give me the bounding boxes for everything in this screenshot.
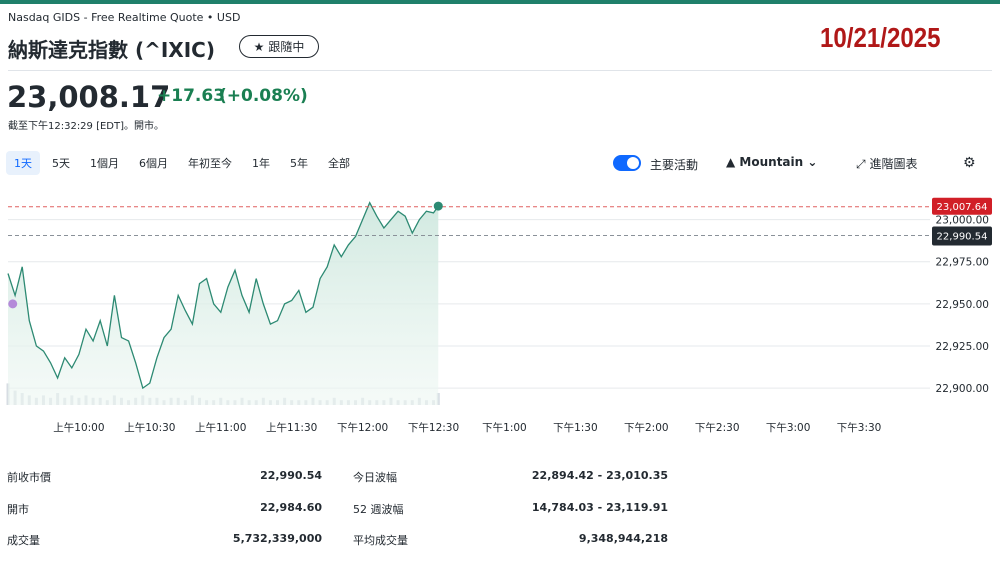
page-title: 納斯達克指數 (^IXIC) <box>8 38 215 62</box>
x-tick-label: 下午2:00 <box>624 421 669 434</box>
x-tick-label: 下午3:30 <box>837 421 882 434</box>
x-tick-label: 下午1:00 <box>482 421 527 434</box>
top-accent-bar <box>0 0 1000 4</box>
range-tab-1d[interactable]: 1天 <box>6 151 40 175</box>
price-change-percent: (+0.08%) <box>219 86 308 106</box>
x-tick-label: 下午3:00 <box>766 421 811 434</box>
stat-label: 平均成交量 <box>353 534 408 547</box>
stat-value: 5,732,339,000 <box>232 532 322 545</box>
events-toggle-label: 主要活動 <box>650 158 699 172</box>
stat-label: 今日波幅 <box>353 471 397 484</box>
range-tab-1m[interactable]: 1個月 <box>90 157 119 170</box>
advanced-chart-label: 進階圖表 <box>869 157 918 171</box>
x-tick-label: 上午10:00 <box>53 421 104 434</box>
y-tick-label: 22,900.00 <box>936 383 989 395</box>
x-tick-label: 下午12:00 <box>337 421 388 434</box>
range-tab-1y[interactable]: 1年 <box>252 157 270 170</box>
follow-label: 跟隨中 <box>268 40 305 54</box>
chart-type-label: Mountain <box>739 155 804 169</box>
stat-label: 開市 <box>7 503 29 516</box>
range-tab-6m[interactable]: 6個月 <box>139 157 168 170</box>
y-tick-label: 22,925.00 <box>936 341 989 353</box>
stat-value: 22,984.60 <box>260 501 322 514</box>
stat-label: 52 週波幅 <box>353 503 404 516</box>
stat-value: 22,990.54 <box>260 469 322 482</box>
y-tick-label: 22,975.00 <box>936 257 989 269</box>
y-tick-label: 23,000.00 <box>936 215 989 227</box>
previous-close-badge <box>932 226 992 246</box>
events-toggle[interactable] <box>613 155 641 171</box>
range-tab-5d[interactable]: 5天 <box>52 157 70 170</box>
advanced-chart-button[interactable]: ⤢ 進階圖表 <box>856 155 917 172</box>
chart-type-dropdown[interactable]: ▲ Mountain ⌄ <box>726 155 817 169</box>
x-tick-label: 下午2:30 <box>695 421 740 434</box>
stat-label: 前收市價 <box>7 471 51 484</box>
x-tick-label: 下午1:30 <box>553 421 598 434</box>
date-stamp: 10/21/2025 <box>820 22 941 53</box>
stat-label: 成交量 <box>7 534 40 547</box>
quote-source: Nasdaq GIDS - Free Realtime Quote • USD <box>8 11 241 24</box>
expand-icon: ⤢ <box>856 157 866 171</box>
latest-price-dot <box>433 201 443 211</box>
header-divider <box>8 70 992 71</box>
range-tab-5y[interactable]: 5年 <box>290 157 308 170</box>
current-price: 23,008.17 <box>7 80 171 114</box>
gear-icon[interactable]: ⚙ <box>963 155 976 171</box>
mountain-icon: ▲ <box>726 155 736 169</box>
x-tick-label: 上午11:00 <box>195 421 246 434</box>
stat-value: 14,784.03 - 23,119.91 <box>531 501 668 514</box>
star-icon: ★ <box>253 39 265 54</box>
x-tick-label: 下午12:30 <box>408 421 459 434</box>
x-tick-label: 上午11:30 <box>266 421 317 434</box>
previous-close-badge-label: 22,990.54 <box>937 232 988 243</box>
current-price-badge <box>932 197 992 215</box>
x-tick-label: 上午10:30 <box>124 421 175 434</box>
chevron-down-icon: ⌄ <box>807 155 818 169</box>
price-chart[interactable]: 23,007.64 22,990.54 23,000.00 22,975.00 22,… <box>0 190 1000 440</box>
quote-timestamp: 截至下午12:32:29 [EDT]。開市。 <box>8 121 165 132</box>
y-tick-label: 22,950.00 <box>936 299 989 311</box>
range-tab-all[interactable]: 全部 <box>328 157 350 170</box>
price-area <box>8 202 439 405</box>
price-change: +17.63 <box>157 86 226 106</box>
price-line <box>7 201 439 390</box>
stat-value: 9,348,944,218 <box>578 532 668 545</box>
range-tab-ytd[interactable]: 年初至今 <box>188 157 232 170</box>
follow-button[interactable]: ★ 跟隨中 <box>239 35 319 58</box>
stat-value: 22,894.42 - 23,010.35 <box>531 469 668 482</box>
range-tabs: 1天 5天 1個月 6個月 年初至今 1年 5年 全部 <box>6 151 362 175</box>
current-price-badge-label: 23,007.64 <box>937 202 988 213</box>
event-marker <box>8 299 18 309</box>
